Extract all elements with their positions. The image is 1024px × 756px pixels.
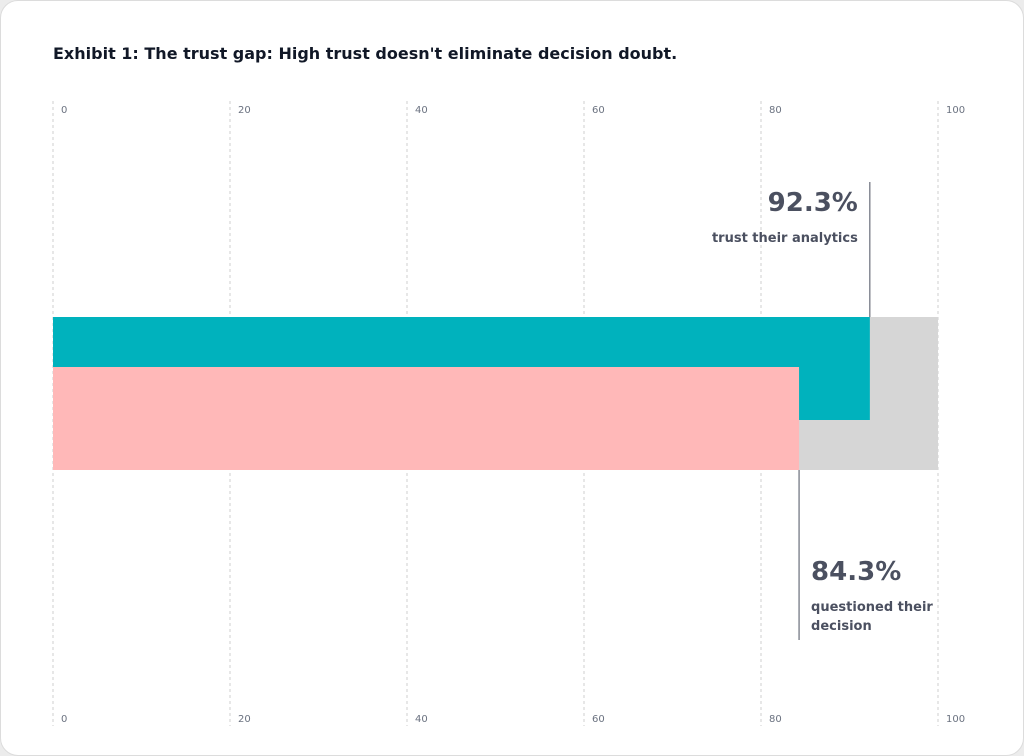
x-tick-bottom-20: 20: [238, 714, 251, 725]
bars: [53, 317, 938, 470]
x-tick-bottom-80: 80: [769, 714, 782, 725]
caption-questioned-line-2: decision: [811, 619, 872, 634]
tick-labels: 0 0 20 20 40 40 60 60 80 80 100 100: [61, 105, 965, 725]
x-tick-top-0: 0: [61, 105, 67, 116]
x-tick-top-100: 100: [946, 105, 965, 116]
x-tick-top-20: 20: [238, 105, 251, 116]
x-tick-top-40: 40: [415, 105, 428, 116]
x-tick-top-80: 80: [769, 105, 782, 116]
x-tick-top-60: 60: [592, 105, 605, 116]
caption-trust-line-1: trust their analytics: [712, 231, 858, 246]
value-label-trust: 92.3%: [768, 188, 858, 218]
bar-questioned-decision: [53, 367, 800, 470]
x-tick-bottom-100: 100: [946, 714, 965, 725]
annotations: 92.3% trust their analytics 84.3% questione…: [712, 182, 933, 640]
x-tick-bottom-40: 40: [415, 714, 428, 725]
chart-title: Exhibit 1: The trust gap: High trust doe…: [53, 44, 678, 63]
x-tick-bottom-60: 60: [592, 714, 605, 725]
caption-questioned-line-1: questioned their: [811, 600, 933, 615]
x-tick-bottom-0: 0: [61, 714, 67, 725]
value-label-questioned: 84.3%: [811, 557, 901, 587]
